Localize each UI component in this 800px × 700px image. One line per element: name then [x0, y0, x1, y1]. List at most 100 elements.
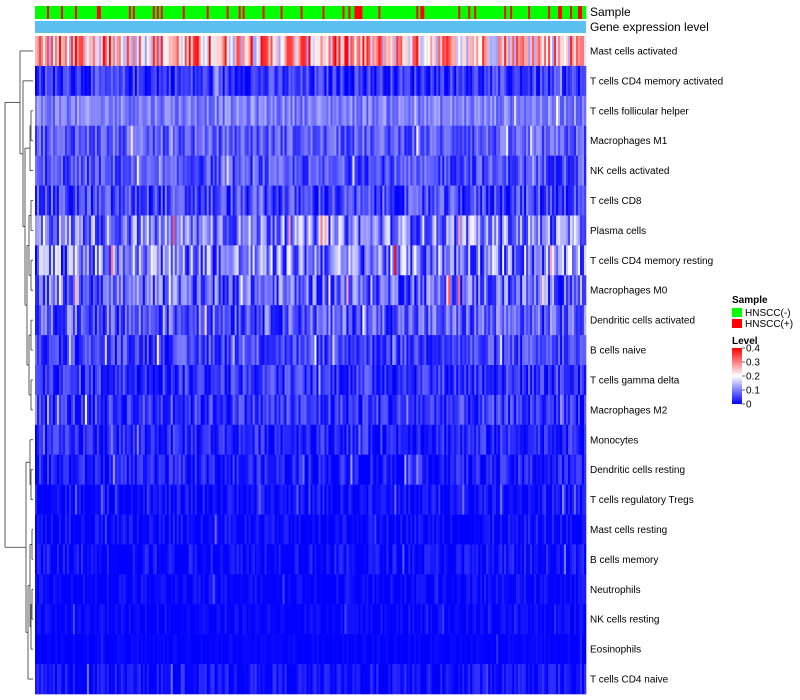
heatmap-cell [536, 275, 539, 306]
heatmap-cell [374, 36, 377, 67]
heatmap-cell [540, 125, 543, 156]
heatmap-cell [166, 125, 170, 156]
heatmap-cell [284, 305, 287, 336]
sample-annotation-cell [88, 6, 92, 19]
heatmap-cell [266, 484, 269, 515]
heatmap-cell [80, 245, 84, 276]
heatmap-cell [72, 454, 76, 485]
heatmap-cell [78, 484, 82, 515]
heatmap-cell [402, 36, 405, 67]
heatmap-cell [288, 275, 291, 306]
heatmap-cell [490, 424, 493, 456]
heatmap-cell [424, 305, 427, 336]
heatmap-cell [416, 125, 419, 156]
heatmap-cell [506, 275, 509, 306]
heatmap-cell [128, 95, 132, 127]
heatmap-cell [494, 275, 497, 306]
heatmap-cell [74, 454, 78, 485]
heatmap-cell [364, 125, 367, 156]
heatmap-cell [278, 484, 281, 515]
heatmap-cell [112, 424, 116, 456]
heatmap-cell [304, 424, 307, 456]
heatmap-cell [416, 95, 419, 127]
heatmap-cell [544, 65, 547, 97]
heatmap-cell [524, 394, 527, 426]
heatmap-cell [142, 125, 146, 156]
sample-annotation-cell [348, 6, 351, 19]
heatmap-cell [280, 424, 283, 456]
heatmap-cell [330, 484, 333, 515]
heatmap-cell [304, 365, 307, 396]
heatmap-cell [234, 514, 237, 545]
heatmap-cell [384, 514, 387, 545]
heatmap-cell [258, 424, 261, 456]
heatmap-cell [252, 305, 255, 336]
heatmap-cell [498, 245, 501, 276]
heatmap-cell [334, 36, 337, 67]
heatmap-cell [564, 484, 567, 515]
heatmap-cell [458, 185, 461, 216]
heatmap-cell [494, 95, 497, 127]
heatmap-cell [274, 335, 277, 366]
heatmap-cell [366, 514, 369, 545]
heatmap-cell [414, 454, 417, 485]
sample-annotation-cell [37, 6, 40, 19]
heatmap-cell [472, 125, 475, 156]
heatmap-cell [550, 95, 553, 127]
heatmap-cell [70, 394, 74, 426]
heatmap-cell [550, 305, 553, 336]
heatmap-cell [576, 155, 579, 186]
heatmap-cell [370, 215, 373, 246]
heatmap-cell [322, 514, 325, 545]
heatmap-cell [160, 245, 164, 276]
heatmap-cell [378, 365, 381, 396]
heatmap-cell [438, 125, 441, 156]
heatmap-cell [82, 514, 86, 545]
sample-annotation-cell [258, 6, 261, 19]
heatmap-cell [232, 215, 235, 246]
heatmap-cell [474, 275, 477, 306]
heatmap-cell [230, 305, 233, 336]
heatmap-cell [134, 185, 138, 216]
heatmap-cell [184, 65, 188, 97]
heatmap-cell [506, 305, 509, 336]
heatmap-cell [268, 245, 271, 276]
heatmap-cell [544, 335, 547, 366]
heatmap-cell [338, 185, 341, 216]
heatmap-cell [184, 185, 188, 216]
heatmap-cell [438, 305, 441, 336]
heatmap-cell [492, 424, 495, 456]
sample-annotation-cell [40, 6, 44, 19]
heatmap-cell [130, 125, 134, 156]
heatmap-cell [184, 125, 188, 156]
heatmap-cell [408, 365, 411, 396]
heatmap-cell [144, 65, 148, 97]
heatmap-cell [64, 155, 68, 186]
heatmap-cell [234, 424, 237, 456]
heatmap-cell [526, 155, 529, 186]
heatmap-cell [88, 185, 92, 216]
heatmap-cell [500, 394, 503, 426]
heatmap-cell [492, 484, 495, 515]
heatmap-cell [356, 335, 359, 366]
heatmap-cell [488, 185, 491, 216]
heatmap-cell [382, 95, 385, 127]
heatmap-cell [320, 514, 323, 545]
heatmap-cell [388, 65, 391, 97]
heatmap-cell [116, 335, 120, 366]
heatmap-cell [472, 185, 475, 216]
heatmap-cell [40, 155, 44, 186]
heatmap-cell [434, 335, 437, 366]
heatmap-cell [196, 484, 200, 515]
heatmap-cell [534, 95, 537, 127]
heatmap-cell [462, 514, 465, 545]
heatmap-cell [516, 305, 519, 336]
heatmap-cell [52, 95, 56, 127]
heatmap-cell [112, 215, 116, 246]
heatmap-cell [418, 215, 421, 246]
heatmap-cell [520, 394, 523, 426]
heatmap-cell [88, 95, 92, 127]
heatmap-cell [366, 484, 369, 515]
heatmap-cell [102, 185, 106, 216]
heatmap-cell [318, 245, 321, 276]
